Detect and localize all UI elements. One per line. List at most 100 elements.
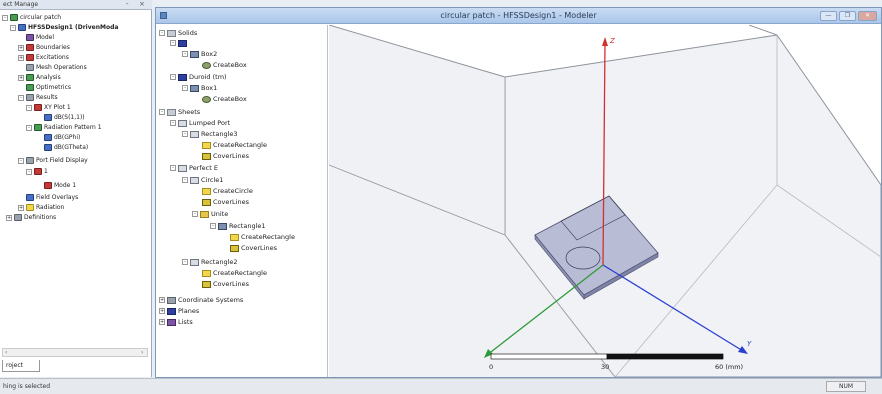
project-tree-label: Results (36, 94, 58, 101)
expand-icon[interactable]: + (18, 204, 24, 211)
expand-icon[interactable]: + (159, 297, 165, 303)
project-tree-item[interactable]: -1 (26, 167, 48, 177)
lists-icon (167, 318, 176, 326)
model-tree-item[interactable]: + Planes (159, 306, 199, 316)
close-button[interactable]: ✕ (858, 11, 877, 21)
horizontal-scrollbar[interactable]: ‹ › (2, 348, 148, 357)
model-tree-item[interactable]: CreateRectangle (202, 140, 267, 150)
collapse-icon[interactable]: - (26, 168, 32, 175)
scroll-left-icon[interactable]: ‹ (5, 349, 8, 356)
project-manager-titlebar: ect Manage - × (0, 0, 152, 10)
model-tree-item[interactable]: - Rectangle1 (210, 221, 266, 231)
substrate-box[interactable] (534, 195, 659, 300)
collapse-icon[interactable]: - (182, 131, 188, 137)
circular-patch[interactable] (565, 246, 601, 270)
model-tree-item[interactable]: CoverLines (202, 279, 249, 289)
project-tree-item[interactable]: dB(GPhi) (44, 133, 80, 143)
model-tree-item[interactable]: - Perfect E (170, 163, 218, 173)
collapse-icon[interactable]: - (182, 259, 188, 265)
window-system-icon[interactable] (160, 12, 167, 19)
create-box-icon (202, 95, 211, 103)
pin-icon[interactable]: - (126, 0, 129, 8)
project-tree-item[interactable]: Mode 1 (44, 181, 76, 191)
model-tree-item[interactable]: - Box1 (182, 83, 217, 93)
restore-button[interactable]: ❐ (839, 11, 856, 21)
expand-icon[interactable]: + (159, 319, 165, 325)
model-tree-item[interactable]: - Lumped Port (170, 118, 230, 128)
model-tree-item[interactable]: - Duroid (tm) (170, 72, 227, 82)
collapse-icon[interactable]: - (170, 165, 176, 171)
model-tree-item[interactable]: - Solids (159, 28, 197, 38)
project-tree-item[interactable]: dB(S(1,1)) (44, 113, 85, 123)
model-tree-item[interactable]: CoverLines (202, 151, 249, 161)
model-tree-item[interactable]: - Rectangle3 (182, 129, 238, 139)
project-tree-item[interactable]: Mesh Operations (26, 63, 87, 73)
model-tree-item[interactable]: CoverLines (202, 197, 249, 207)
collapse-icon[interactable]: - (170, 40, 176, 46)
collapse-icon[interactable]: - (2, 14, 8, 21)
expand-icon[interactable]: + (18, 54, 24, 61)
model-tree-item[interactable]: CreateCircle (202, 186, 253, 196)
model-tree-item[interactable]: CoverLines (230, 243, 277, 253)
collapse-icon[interactable]: - (192, 211, 198, 217)
collapse-icon[interactable]: - (26, 124, 32, 131)
project-tree-label: Analysis (36, 74, 61, 81)
model-tree-item[interactable]: - Rectangle2 (182, 257, 238, 267)
project-tree-item[interactable]: - Port Field Display (18, 156, 88, 166)
project-tree-item[interactable]: - HFSSDesign1 (DrivenModa (10, 23, 118, 33)
collapse-icon[interactable]: - (182, 85, 188, 91)
3d-viewport[interactable]: Z Y 0 30 60 (mm) (329, 25, 881, 377)
expand-icon[interactable]: + (6, 214, 12, 221)
collapse-icon[interactable]: - (159, 109, 165, 115)
collapse-icon[interactable]: - (170, 120, 176, 126)
patch-rectangle[interactable] (560, 195, 626, 241)
model-tree-item[interactable]: CreateRectangle (230, 232, 295, 242)
model-tree-item[interactable]: - (170, 38, 189, 48)
3d-scene[interactable]: Z Y 0 30 60 (mm) (329, 25, 881, 377)
project-tree-item[interactable]: + Radiation (18, 203, 64, 213)
model-tree-item[interactable]: CreateBox (202, 60, 247, 70)
project-tree-item[interactable]: dB(GTheta) (44, 143, 88, 153)
model-tree-item[interactable]: CreateRectangle (202, 268, 267, 278)
minimize-button[interactable]: — (820, 11, 837, 21)
collapse-icon[interactable]: - (159, 30, 165, 36)
scroll-right-icon[interactable]: › (141, 349, 144, 356)
close-icon[interactable]: × (139, 0, 145, 8)
project-tree-item[interactable]: + Boundaries (18, 43, 70, 53)
project-tree-item[interactable]: - Results (18, 93, 58, 103)
coordinate-axes: Z Y (484, 37, 752, 358)
expand-icon[interactable]: + (159, 308, 165, 314)
project-tree-item[interactable]: + Excitations (18, 53, 69, 63)
model-tree-item[interactable]: - Circle1 (182, 175, 223, 185)
project-tree-item[interactable]: + Analysis (18, 73, 61, 83)
project-tree-item[interactable]: + Definitions (6, 213, 56, 223)
expand-icon[interactable]: + (18, 74, 24, 81)
expand-icon[interactable]: + (18, 44, 24, 51)
model-tree-item[interactable]: - Box2 (182, 49, 217, 59)
collapse-icon[interactable]: - (10, 24, 16, 31)
project-tab[interactable]: roject (2, 360, 40, 372)
project-tree-item[interactable]: Model (26, 33, 54, 43)
project-tree-item[interactable]: Optimetrics (26, 83, 71, 93)
collapse-icon[interactable]: - (210, 223, 216, 229)
project-tree-item[interactable]: - XY Plot 1 (26, 103, 71, 113)
collapse-icon[interactable]: - (182, 51, 188, 57)
model-tree-item[interactable]: - Sheets (159, 107, 200, 117)
collapse-icon[interactable]: - (26, 104, 32, 111)
model-tree-label: Box2 (201, 50, 218, 58)
model-tree-label: Lumped Port (189, 119, 231, 127)
model-tree-item[interactable]: - Unite (192, 209, 228, 219)
collapse-icon[interactable]: - (18, 94, 24, 101)
project-tree-item[interactable]: Field Overlays (26, 193, 78, 203)
modeler-titlebar: circular patch - HFSSDesign1 - Modeler —… (156, 8, 881, 24)
project-tree-item[interactable]: - Radiation Pattern 1 (26, 123, 102, 133)
cover-lines-icon (230, 244, 239, 252)
model-tree-item[interactable]: + Lists (159, 317, 193, 327)
model-tree-item[interactable]: CreateBox (202, 94, 247, 104)
project-tree-label: dB(GPhi) (54, 134, 81, 141)
model-tree-item[interactable]: + Coordinate Systems (159, 295, 243, 305)
collapse-icon[interactable]: - (18, 157, 24, 164)
project-tree-item[interactable]: - circular patch (2, 13, 61, 23)
collapse-icon[interactable]: - (170, 74, 176, 80)
collapse-icon[interactable]: - (182, 177, 188, 183)
